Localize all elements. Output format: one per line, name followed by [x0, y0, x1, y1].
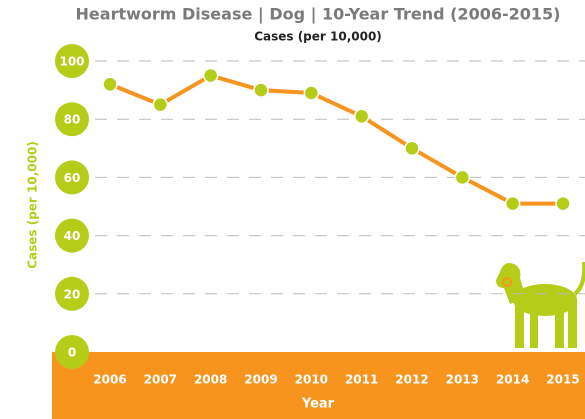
point — [556, 197, 570, 211]
x-tick-label: 2013 — [446, 373, 479, 387]
x-tick-label: 2011 — [345, 373, 378, 387]
point — [455, 170, 469, 184]
point — [304, 86, 318, 100]
point — [506, 197, 520, 211]
chart-subtitle: Cases (per 10,000) — [254, 30, 382, 44]
y-tick-label: 40 — [64, 229, 81, 243]
y-tick-label: 60 — [64, 171, 81, 185]
line — [110, 76, 563, 204]
x-tick-label: 2007 — [144, 373, 177, 387]
x-tick-label: 2015 — [546, 373, 579, 387]
x-tick-label: 2009 — [244, 373, 277, 387]
y-tick-label: 0 — [68, 346, 76, 360]
x-tick-label: 2008 — [194, 373, 227, 387]
chart: Heartworm Disease | Dog | 10-Year Trend … — [0, 0, 585, 419]
y-tick-label: 80 — [64, 113, 81, 127]
point — [103, 77, 117, 91]
y-tick-label: 20 — [64, 287, 81, 301]
dog-icon — [496, 262, 585, 348]
point — [355, 109, 369, 123]
y-tick-label: 100 — [59, 55, 84, 69]
x-tick-label: 2010 — [295, 373, 328, 387]
point — [153, 98, 167, 112]
x-tick-label: 2012 — [395, 373, 428, 387]
point — [254, 83, 268, 97]
point — [204, 69, 218, 83]
x-axis-label: Year — [301, 397, 335, 412]
chart-title: Heartworm Disease | Dog | 10-Year Trend … — [76, 5, 561, 25]
x-tick-label: 2014 — [496, 373, 529, 387]
point — [405, 141, 419, 155]
y-axis-label: Cases (per 10,000) — [26, 141, 40, 269]
x-tick-label: 2006 — [93, 373, 126, 387]
